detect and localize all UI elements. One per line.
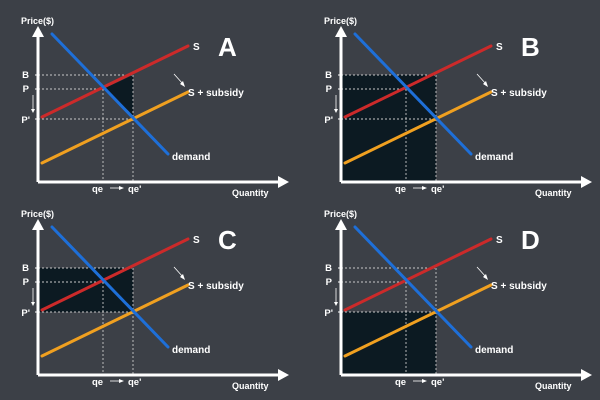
y-axis-label: Price($): [21, 209, 54, 219]
panel-d: Price($) Quantity BP P' qe qe' S S + subsidy dem…: [324, 209, 592, 391]
panel-letter: B: [521, 32, 540, 62]
x-axis-label: Quantity: [535, 188, 572, 198]
supply-shift-arrowhead: [483, 274, 488, 280]
quantity-label-qe: qe: [395, 377, 406, 388]
supply-label: S: [193, 42, 200, 53]
supply-subsidy-label: S + subsidy: [188, 88, 244, 99]
quantity-shift-arrowhead: [119, 379, 124, 383]
demand-curve: [50, 225, 170, 349]
x-axis-arrowhead: [278, 176, 289, 188]
panel-a: Price($) Quantity BP P' qe qe' S S + subsidy dem…: [21, 16, 289, 198]
panel-letter: A: [218, 32, 237, 62]
supply-subsidy-curve: [343, 283, 493, 358]
price-label-p-prime: P': [21, 308, 30, 319]
supply-label: S: [193, 235, 200, 246]
price-shift-arrowhead: [334, 109, 338, 113]
quantity-shift-arrowhead: [422, 186, 427, 190]
price-label-p: P: [23, 84, 30, 95]
y-axis-arrowhead: [335, 219, 347, 230]
supply-shift-arrowhead: [483, 81, 488, 87]
panel-letter: C: [218, 225, 237, 255]
supply-subsidy-label: S + subsidy: [491, 88, 547, 99]
price-label-p: P: [326, 84, 333, 95]
price-label-b: B: [325, 263, 332, 274]
supply-subsidy-curve: [343, 90, 493, 165]
supply-curve: [40, 44, 190, 119]
supply-shift-arrowhead: [180, 81, 185, 87]
supply-subsidy-label: S + subsidy: [491, 281, 547, 292]
demand-curve: [353, 225, 473, 349]
y-axis-label: Price($): [324, 209, 357, 219]
demand-label: demand: [475, 152, 513, 163]
x-axis-label: Quantity: [535, 381, 572, 391]
quantity-label-qe: qe: [92, 184, 103, 195]
price-label-p-prime: P': [324, 308, 333, 319]
price-shift-arrowhead: [31, 109, 35, 113]
supply-shift-arrow: [476, 73, 487, 85]
supply-subsidy-curve: [40, 283, 190, 358]
price-label-p-prime: P': [324, 115, 333, 126]
quantity-shift-arrowhead: [422, 379, 427, 383]
x-axis-arrowhead: [581, 369, 592, 381]
supply-shift-arrowhead: [180, 274, 185, 280]
shaded-area: [341, 312, 436, 375]
price-label-b: B: [22, 70, 29, 81]
x-axis-arrowhead: [581, 176, 592, 188]
supply-shift-arrow: [476, 266, 487, 278]
y-axis-arrowhead: [32, 26, 44, 37]
demand-label: demand: [172, 152, 210, 163]
supply-label: S: [496, 42, 503, 53]
supply-shift-arrow: [173, 73, 184, 85]
demand-curve: [353, 32, 473, 156]
supply-curve: [343, 44, 493, 119]
price-shift-arrowhead: [31, 302, 35, 306]
demand-label: demand: [172, 345, 210, 356]
y-axis-label: Price($): [324, 16, 357, 26]
x-axis-arrowhead: [278, 369, 289, 381]
supply-subsidy-label: S + subsidy: [188, 281, 244, 292]
shaded-area: [341, 75, 436, 182]
price-label-b: B: [22, 263, 29, 274]
x-axis-label: Quantity: [232, 188, 269, 198]
supply-label: S: [496, 235, 503, 246]
y-axis-arrowhead: [32, 219, 44, 230]
quantity-label-qe: qe: [395, 184, 406, 195]
supply-shift-arrow: [173, 266, 184, 278]
quantity-shift-arrowhead: [119, 186, 124, 190]
supply-curve: [40, 237, 190, 312]
price-label-p-prime: P': [21, 115, 30, 126]
panel-c: Price($) Quantity BP P' qe qe' S S + subsidy dem…: [21, 209, 289, 391]
quantity-label-qe-prime: qe': [431, 377, 444, 388]
quantity-label-qe: qe: [92, 377, 103, 388]
price-label-b: B: [325, 70, 332, 81]
quantity-label-qe-prime: qe': [128, 184, 141, 195]
panel-letter: D: [521, 225, 540, 255]
price-label-p: P: [326, 277, 333, 288]
y-axis-label: Price($): [21, 16, 54, 26]
supply-subsidy-curve: [40, 90, 190, 165]
demand-curve: [50, 32, 170, 156]
price-label-p: P: [23, 277, 30, 288]
quantity-label-qe-prime: qe': [128, 377, 141, 388]
supply-curve: [343, 237, 493, 312]
quantity-label-qe-prime: qe': [431, 184, 444, 195]
demand-label: demand: [475, 345, 513, 356]
price-shift-arrowhead: [334, 302, 338, 306]
x-axis-label: Quantity: [232, 381, 269, 391]
y-axis-arrowhead: [335, 26, 347, 37]
